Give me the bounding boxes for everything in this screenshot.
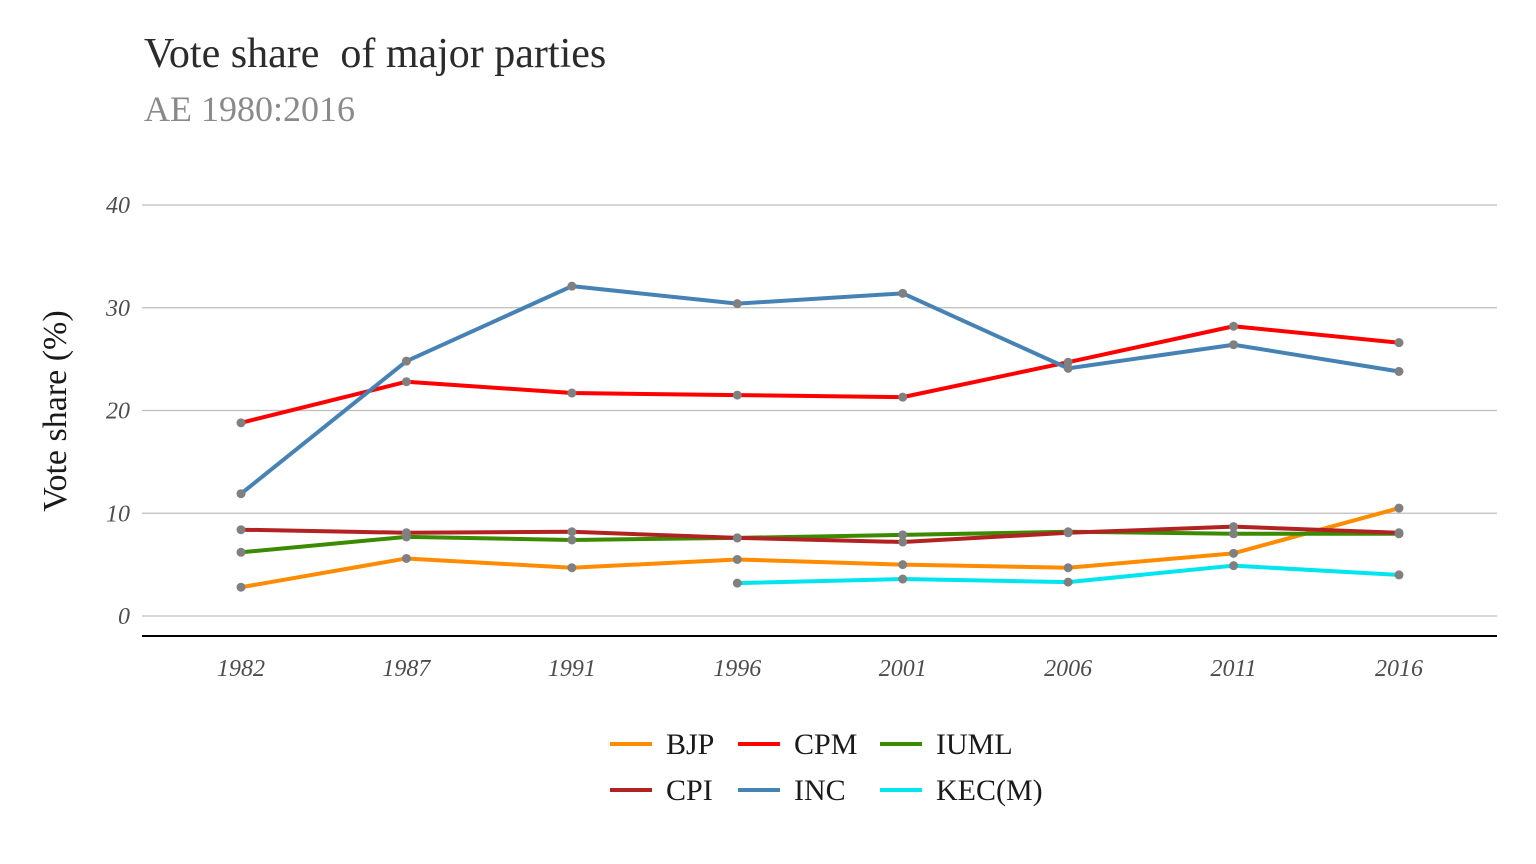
series-line — [239, 324, 1401, 425]
data-point — [1229, 522, 1239, 532]
x-tick-label: 2011 — [1210, 656, 1256, 682]
data-point — [898, 288, 908, 298]
data-point — [236, 547, 246, 557]
data-point — [1063, 363, 1073, 373]
series-line — [239, 506, 1401, 590]
data-point — [401, 356, 411, 366]
series-line — [239, 529, 1401, 555]
legend-label: BJP — [666, 728, 714, 761]
legend-item: CPM — [738, 728, 857, 761]
data-point — [401, 528, 411, 538]
y-tick-label: 0 — [118, 604, 130, 630]
x-tick-label: 1987 — [382, 656, 431, 682]
x-tick-labels: 1982 1987 1991 1996 2001 2006 2011 2016 — [217, 656, 1423, 682]
data-point — [1063, 577, 1073, 587]
data-point — [898, 392, 908, 402]
data-point — [567, 281, 577, 291]
legend-item: IUML — [880, 728, 1013, 761]
legend-item: BJP — [610, 728, 714, 761]
data-point — [1229, 529, 1239, 539]
legend-item: INC — [738, 774, 846, 807]
data-point — [236, 489, 246, 499]
data-point — [732, 533, 742, 543]
data-point — [898, 530, 908, 540]
data-point — [1063, 563, 1073, 573]
data-points — [236, 281, 1404, 592]
y-tick-label: 10 — [106, 501, 130, 527]
data-point — [1394, 570, 1404, 580]
data-point — [567, 563, 577, 573]
data-point — [236, 582, 246, 592]
data-point — [732, 578, 742, 588]
data-point — [732, 554, 742, 564]
data-point — [1229, 548, 1239, 558]
grid-lines — [142, 204, 1497, 617]
data-point — [1229, 340, 1239, 350]
data-point — [1063, 528, 1073, 538]
data-point — [401, 377, 411, 387]
data-point — [1394, 503, 1404, 513]
x-tick-label: 1982 — [217, 656, 265, 682]
data-point — [1229, 321, 1239, 331]
x-tick-label: 2001 — [879, 656, 927, 682]
x-tick-label: 1991 — [548, 656, 596, 682]
legend-label: CPM — [794, 728, 857, 761]
x-tick-label: 1996 — [713, 656, 761, 682]
data-point — [898, 574, 908, 584]
data-point — [898, 560, 908, 570]
data-point — [236, 525, 246, 535]
chart-subtitle: AE 1980:2016 — [144, 89, 355, 129]
data-point — [1063, 357, 1073, 367]
data-point — [567, 527, 577, 537]
series-line — [239, 524, 1401, 545]
legend: BJP CPM IUML CPI INC KEC(M) — [610, 728, 1043, 807]
legend-label: CPI — [666, 774, 713, 807]
data-point — [732, 390, 742, 400]
y-axis-label: Vote share (%) — [37, 310, 74, 511]
data-point — [567, 535, 577, 545]
x-tick-label: 2016 — [1375, 656, 1423, 682]
x-tick-label: 2006 — [1044, 656, 1092, 682]
chart-title: Vote share of major parties — [144, 31, 607, 77]
data-point — [898, 537, 908, 547]
data-point — [1229, 561, 1239, 571]
legend-label: INC — [794, 774, 846, 807]
series-line — [239, 284, 1401, 496]
y-tick-labels: 0 10 20 30 40 — [105, 193, 130, 630]
data-point — [567, 388, 577, 398]
y-tick-label: 30 — [105, 296, 130, 322]
data-point — [1394, 338, 1404, 348]
y-tick-label: 20 — [106, 399, 130, 425]
legend-label: IUML — [936, 728, 1013, 761]
data-point — [1394, 528, 1404, 538]
series-lines — [239, 284, 1401, 590]
data-point — [1394, 366, 1404, 376]
legend-label: KEC(M) — [936, 774, 1043, 807]
data-point — [732, 299, 742, 309]
y-tick-label: 40 — [106, 193, 130, 219]
data-point — [401, 553, 411, 563]
legend-item: CPI — [610, 774, 713, 807]
legend-item: KEC(M) — [880, 774, 1043, 807]
data-point — [236, 418, 246, 428]
